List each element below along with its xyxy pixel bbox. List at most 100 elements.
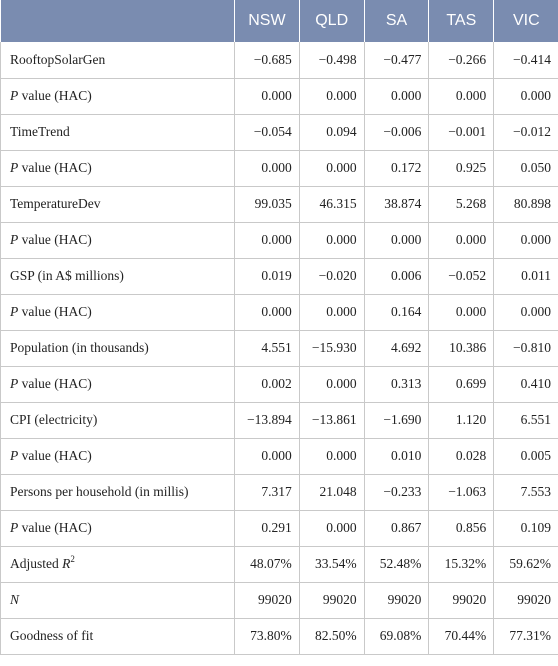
row-label-italic: R	[62, 556, 71, 571]
value-cell: −0.810	[493, 329, 558, 367]
row-label-text: Adjusted	[10, 556, 63, 571]
value-cell: 0.313	[363, 365, 430, 403]
row-label-italic: P	[10, 520, 19, 535]
value-cell: −0.012	[493, 113, 558, 151]
value-cell: 0.000	[493, 221, 558, 259]
value-cell: 0.000	[298, 77, 365, 115]
table-body: RooftopSolarGen −0.685 −0.498 −0.477 −0.266−…	[0, 42, 558, 655]
value-cell: 21.048	[298, 473, 365, 511]
value-cell: 80.898	[493, 185, 558, 223]
value-cell: 0.000	[298, 437, 365, 475]
table-row: Persons per household (in millis) 7.317 21…	[0, 473, 558, 511]
value-cell: 0.000	[428, 293, 495, 331]
value-cell: 4.551	[234, 329, 300, 367]
value-cell: 0.006	[363, 257, 430, 295]
row-label-rest: value (HAC)	[18, 304, 92, 319]
value-cell: 6.551	[493, 401, 558, 439]
row-label-text: CPI (electricity)	[10, 412, 98, 427]
table-row: TemperatureDev 99.035 46.315 38.874 5.268 80.…	[0, 185, 558, 223]
value-cell: 0.000	[428, 77, 495, 115]
row-label: P value (HAC)	[0, 293, 235, 331]
row-label-italic: N	[10, 592, 20, 607]
row-label: P value (HAC)	[0, 221, 235, 259]
header-nsw: NSW	[234, 0, 300, 42]
value-cell: 7.317	[234, 473, 300, 511]
value-cell: 15.32%	[428, 545, 495, 583]
row-label: P value (HAC)	[0, 365, 235, 403]
header-blank-cell	[0, 0, 235, 42]
value-cell: 0.164	[363, 293, 430, 331]
table-row: RooftopSolarGen −0.685 −0.498 −0.477 −0.266−…	[0, 42, 558, 79]
value-cell: 73.80%	[234, 617, 300, 655]
row-label-italic: P	[10, 376, 19, 391]
header-sa: SA	[363, 0, 429, 42]
table-row: TimeTrend −0.054 0.094 −0.006 −0.001 −0.012	[0, 113, 558, 151]
value-cell: −0.414	[493, 42, 558, 79]
row-label: P value (HAC)	[0, 149, 235, 187]
value-cell: −13.861	[298, 401, 365, 439]
value-cell: 0.000	[234, 77, 300, 115]
value-cell: 0.000	[363, 77, 430, 115]
value-cell: 0.410	[493, 365, 558, 403]
value-cell: 0.109	[493, 509, 558, 547]
value-cell: 0.000	[234, 293, 300, 331]
value-cell: 48.07%	[234, 545, 300, 583]
value-cell: −0.266	[428, 42, 495, 79]
value-cell: 0.000	[298, 149, 365, 187]
row-label-italic: P	[10, 88, 19, 103]
value-cell: 0.000	[298, 365, 365, 403]
value-cell: 0.011	[493, 257, 558, 295]
header-row: NSW QLD SA TAS VIC	[0, 0, 558, 42]
table-row: P value (HAC) 0.000 0.000 0.000 0.000 0.000	[0, 221, 558, 259]
value-cell: −0.233	[363, 473, 430, 511]
value-cell: 0.000	[234, 437, 300, 475]
value-cell: 46.315	[298, 185, 365, 223]
value-cell: −0.685	[234, 42, 300, 79]
value-cell: 0.010	[363, 437, 430, 475]
value-cell: 0.000	[234, 221, 300, 259]
value-cell: 82.50%	[298, 617, 365, 655]
row-label-italic: P	[10, 448, 19, 463]
value-cell: −1.063	[428, 473, 495, 511]
row-label-superscript: 2	[70, 554, 75, 564]
row-label-text: Population (in thousands)	[10, 340, 149, 355]
row-label-rest: value (HAC)	[18, 160, 92, 175]
value-cell: 0.856	[428, 509, 495, 547]
value-cell: −0.001	[428, 113, 495, 151]
row-label-italic: P	[10, 160, 19, 175]
row-label-rest: value (HAC)	[18, 520, 92, 535]
row-label: GSP (in A$ millions)	[0, 257, 235, 295]
value-cell: 69.08%	[363, 617, 430, 655]
value-cell: 99020	[428, 581, 495, 619]
value-cell: 0.867	[363, 509, 430, 547]
value-cell: 70.44%	[428, 617, 495, 655]
value-cell: 0.291	[234, 509, 300, 547]
header-qld: QLD	[298, 0, 365, 42]
value-cell: 0.000	[493, 293, 558, 331]
table-row: CPI (electricity) −13.894 −13.861 −1.690 1.1…	[0, 401, 558, 439]
value-cell: 1.120	[428, 401, 495, 439]
row-label-rest: value (HAC)	[18, 88, 92, 103]
table-row: P value (HAC) 0.000 0.000 0.172 0.925 0.050	[0, 149, 558, 187]
value-cell: 10.386	[428, 329, 495, 367]
table-row: GSP (in A$ millions) 0.019 −0.020 0.006 −0.0…	[0, 257, 558, 295]
row-label: Population (in thousands)	[0, 329, 235, 367]
value-cell: 99.035	[234, 185, 300, 223]
table-row: Adjusted R2 48.07% 33.54% 52.48% 15.32% 59.62…	[0, 545, 558, 583]
value-cell: 0.000	[363, 221, 430, 259]
value-cell: 0.019	[234, 257, 300, 295]
row-label-italic: P	[10, 304, 19, 319]
value-cell: 4.692	[363, 329, 430, 367]
value-cell: −1.690	[363, 401, 430, 439]
value-cell: −13.894	[234, 401, 300, 439]
row-label-text: GSP (in A$ millions)	[10, 268, 124, 283]
row-label-text: Persons per household (in millis)	[10, 484, 189, 499]
value-cell: 99020	[493, 581, 558, 619]
value-cell: 77.31%	[493, 617, 558, 655]
value-cell: −0.498	[298, 42, 365, 79]
row-label: TemperatureDev	[0, 185, 235, 223]
table-row: N 99020 99020 99020 99020 99020	[0, 581, 558, 619]
value-cell: 99020	[234, 581, 300, 619]
row-label: TimeTrend	[0, 113, 235, 151]
